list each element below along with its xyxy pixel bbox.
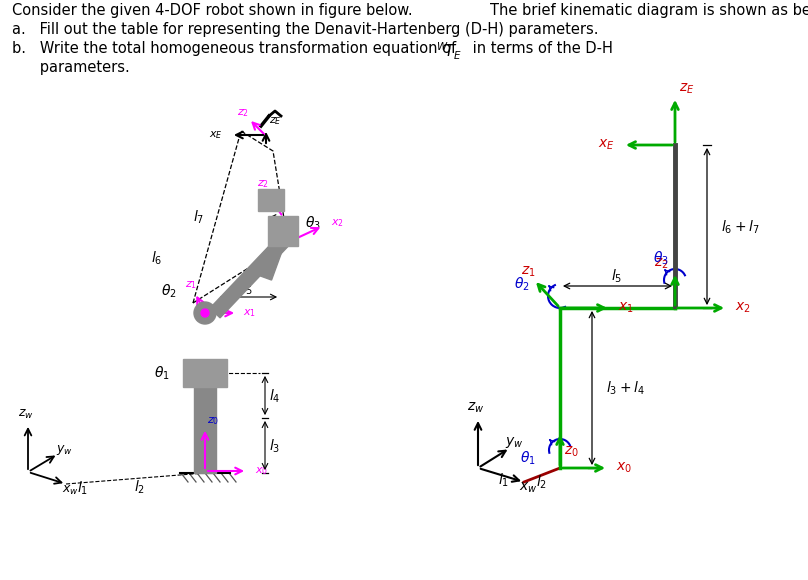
Bar [183, 359, 227, 387]
Bar [268, 216, 298, 246]
Text: $x_1$: $x_1$ [243, 307, 256, 319]
Text: $l_7$: $l_7$ [193, 208, 204, 226]
Text: $l_2$: $l_2$ [537, 473, 548, 491]
Text: $l_1$: $l_1$ [499, 472, 510, 489]
Text: $l_3$: $l_3$ [269, 437, 280, 455]
Text: b.   Write the total homogeneous transformation equation of: b. Write the total homogeneous transform… [12, 41, 461, 56]
Text: $z_2$: $z_2$ [654, 257, 669, 271]
Text: $l_6$: $l_6$ [151, 249, 162, 267]
Text: $y_w$: $y_w$ [56, 443, 73, 457]
Text: $\theta_3$: $\theta_3$ [305, 214, 321, 231]
Text: parameters.: parameters. [12, 60, 130, 75]
Text: $x_2$: $x_2$ [735, 301, 751, 315]
Bar [194, 373, 216, 473]
Text: $y_w$: $y_w$ [505, 434, 524, 450]
Text: $l_5$: $l_5$ [242, 280, 254, 297]
Text: $x_E$: $x_E$ [598, 138, 615, 152]
Text: a.   Fill out the table for representing the Denavit-Hartenberg (D-H) parameters: a. Fill out the table for representing t… [12, 22, 599, 37]
Text: $l_2$: $l_2$ [134, 478, 145, 496]
Text: $\theta_2$: $\theta_2$ [162, 282, 177, 300]
Text: $z_E$: $z_E$ [679, 82, 694, 96]
Text: $\theta_3$: $\theta_3$ [653, 249, 669, 267]
Text: $\theta_1$: $\theta_1$ [154, 364, 170, 382]
Text: $l_3 + l_4$: $l_3 + l_4$ [606, 379, 645, 397]
Bar [260, 224, 290, 280]
Circle shape [201, 309, 209, 317]
Text: $x_0$: $x_0$ [616, 461, 632, 475]
Text: $z_0$: $z_0$ [564, 445, 579, 459]
Text: $z_1$: $z_1$ [185, 279, 197, 291]
Text: $^W\!T_E$: $^W\!T_E$ [436, 41, 461, 63]
Text: $x_E$: $x_E$ [209, 129, 223, 141]
Text: $z_w$: $z_w$ [467, 401, 485, 415]
Text: Consider the given 4-DOF robot shown in figure below.: Consider the given 4-DOF robot shown in … [12, 3, 413, 18]
Text: $z_2$: $z_2$ [257, 178, 269, 190]
Text: $x_1$: $x_1$ [618, 301, 633, 315]
Text: $z_w$: $z_w$ [18, 407, 34, 420]
Text: $x_0$: $x_0$ [255, 465, 268, 477]
Text: $l_5$: $l_5$ [612, 267, 623, 285]
Text: $z_2$: $z_2$ [237, 107, 249, 119]
Bar [210, 233, 291, 318]
Text: $x_w$: $x_w$ [519, 481, 537, 495]
Text: $x_w$: $x_w$ [61, 484, 78, 496]
Text: $x_2$: $x_2$ [331, 217, 344, 229]
Text: in terms of the D-H: in terms of the D-H [468, 41, 613, 56]
Bar [258, 189, 284, 211]
Text: $\theta_1$: $\theta_1$ [520, 450, 536, 467]
Circle shape [194, 302, 216, 324]
Text: $l_6 + l_7$: $l_6 + l_7$ [721, 218, 760, 235]
Text: $l_1$: $l_1$ [78, 479, 89, 496]
Text: $z_E$: $z_E$ [269, 115, 282, 127]
Text: $z_1$: $z_1$ [520, 265, 535, 279]
Text: $z_0$: $z_0$ [207, 415, 219, 427]
Text: $l_4$: $l_4$ [269, 387, 280, 405]
Text: $\theta_2$: $\theta_2$ [515, 276, 530, 293]
Text: The brief kinematic diagram is shown as below:: The brief kinematic diagram is shown as … [490, 3, 808, 18]
